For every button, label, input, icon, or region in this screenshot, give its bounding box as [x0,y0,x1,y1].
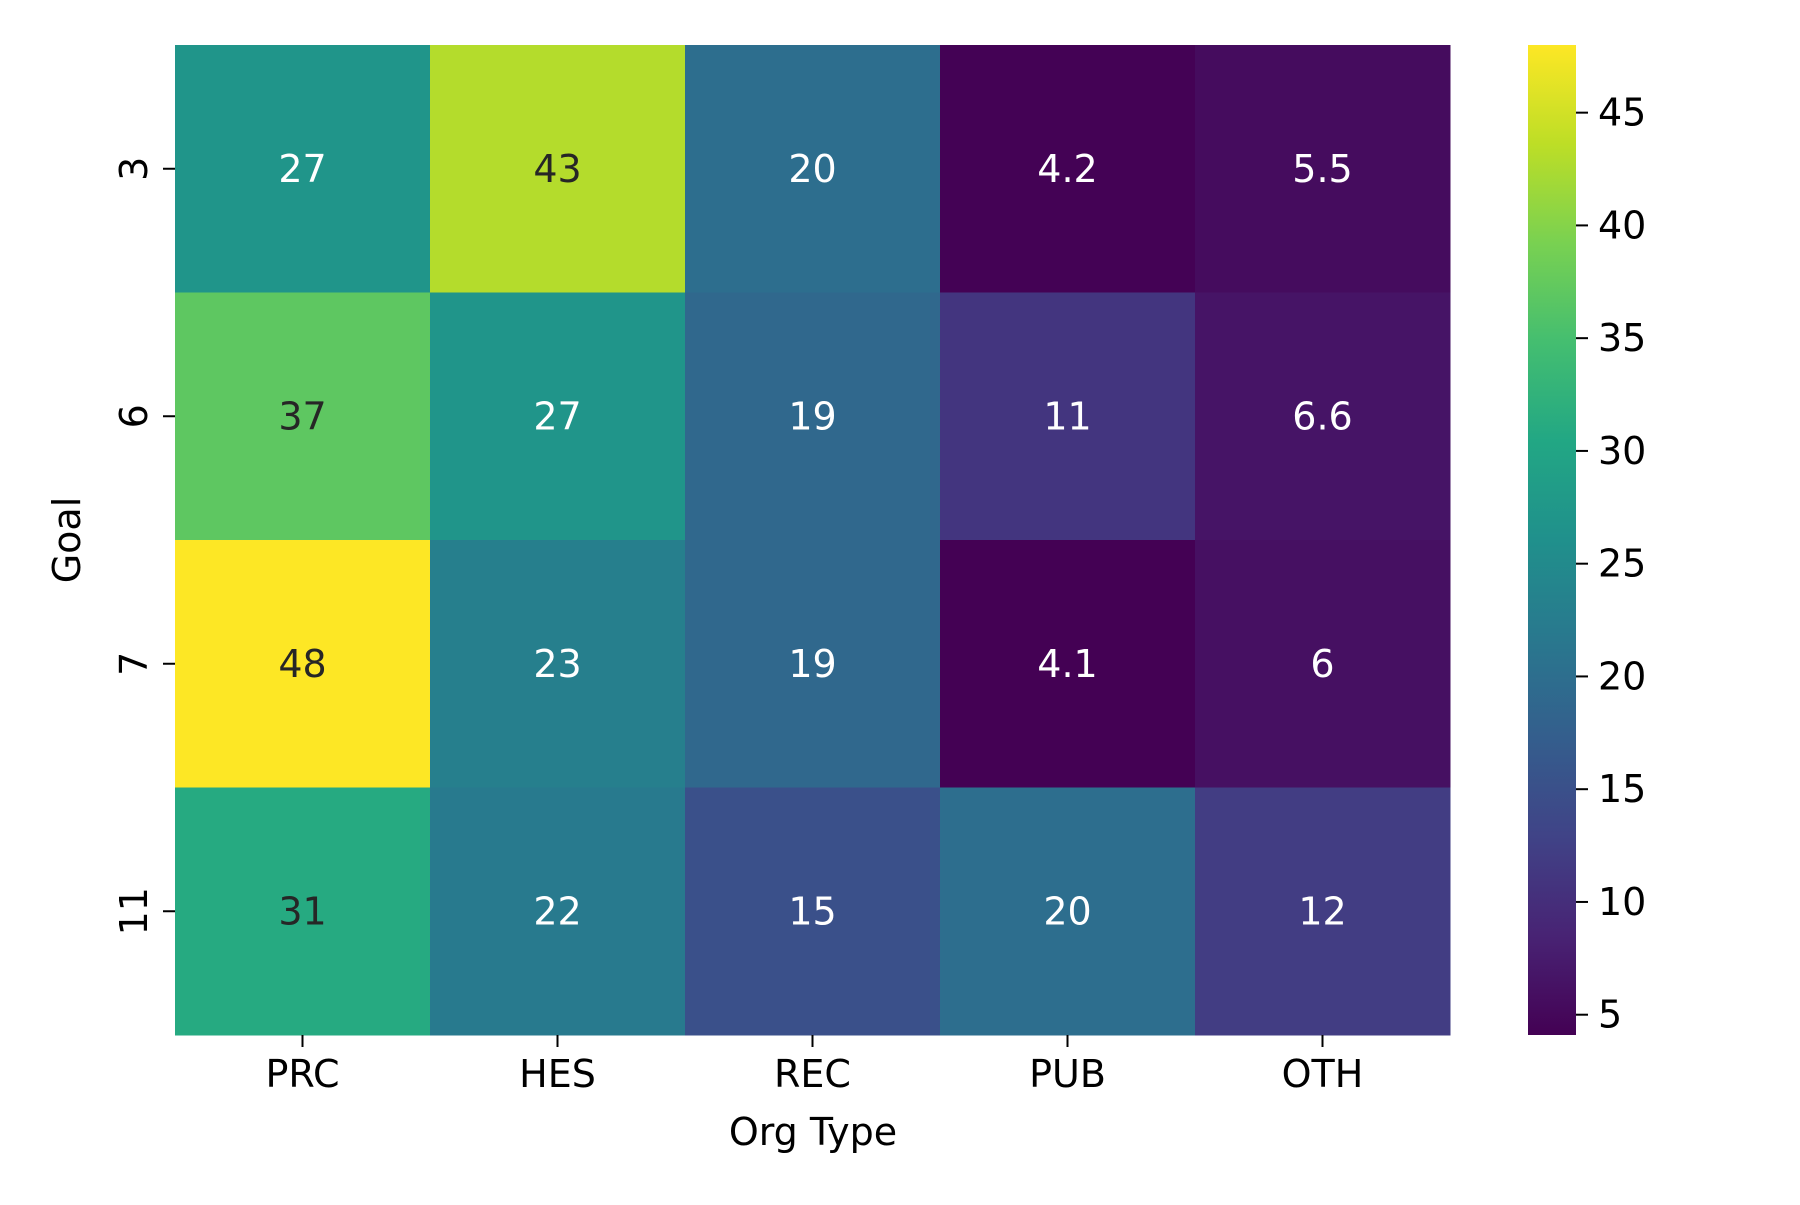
cell-value-label: 20 [1043,889,1091,933]
cell-value-label: 43 [533,147,581,191]
heatmap-cell [685,292,941,541]
cell-value-label: 6 [1310,642,1334,686]
colorbar-tick-label: 35 [1598,316,1646,360]
x-tick-label: PRC [266,1052,340,1096]
cell-value-label: 20 [788,147,836,191]
heatmap-cell [430,540,686,788]
y-tick-label: 7 [112,652,156,676]
colorbar-tick-label: 45 [1598,91,1646,135]
cell-value-label: 4.1 [1037,642,1097,686]
heatmap-cell [940,540,1196,788]
heatmap-cell [940,45,1196,293]
colorbar-tick-label: 5 [1598,993,1622,1037]
cell-value-label: 19 [788,394,836,438]
heatmap-cell [940,292,1196,541]
cell-value-label: 19 [788,642,836,686]
x-axis-label: Org Type [729,1110,897,1154]
heatmap-cell [430,45,686,293]
heatmap-cell [1195,540,1451,788]
colorbar-tick-label: 30 [1598,429,1646,473]
cell-value-label: 5.5 [1292,147,1352,191]
heatmap-cell [175,540,431,788]
colorbar-ticks: 5 10 15 20 25 30 35 40 45 [1576,91,1646,1037]
cell-value-label: 12 [1298,889,1346,933]
cell-value-label: 27 [533,394,581,438]
cell-value-label: 4.2 [1037,147,1097,191]
cell-value-label: 23 [533,642,581,686]
y-axis: 3 6 7 11 [112,157,175,935]
cell-value-label: 11 [1043,394,1091,438]
cell-value-label: 15 [788,889,836,933]
heatmap-cell [175,292,431,541]
heatmap-cell [685,787,941,1036]
cell-value-label: 6.6 [1292,394,1352,438]
cell-value-label: 27 [278,147,326,191]
cell-value-label: 37 [278,394,326,438]
x-tick-label: HES [519,1052,596,1096]
cell-value-label: 22 [533,889,581,933]
y-tick-label: 11 [112,887,156,935]
x-tick-label: PUB [1029,1052,1106,1096]
heatmap-cell [430,787,686,1036]
y-tick-label: 6 [112,404,156,428]
y-tick-label: 3 [112,157,156,181]
heatmap-cell [175,787,431,1036]
heatmap-cell [940,787,1196,1036]
colorbar-tick-label: 40 [1598,203,1646,247]
heatmap-cell [685,45,941,293]
x-tick-label: OTH [1282,1052,1364,1096]
x-axis: PRC HES REC PUB OTH [266,1035,1364,1096]
cell-value-label: 48 [278,642,326,686]
colorbar-tick-label: 10 [1598,880,1646,924]
heatmap-cell [175,45,431,293]
colorbar-tick-label: 15 [1598,767,1646,811]
colorbar-tick-label: 20 [1598,654,1646,698]
heatmap-cell [685,540,941,788]
cell-annotations: 27 43 20 4.2 5.5 37 27 19 11 6.6 48 23 19 4.1 6 31 22 15 2… [278,147,1352,934]
heatmap-cells [175,45,1451,1036]
heatmap-cell [1195,787,1451,1036]
cell-value-label: 31 [278,889,326,933]
heatmap-cell [1195,45,1451,293]
colorbar [1528,45,1576,1035]
y-axis-label: Goal [45,497,89,584]
x-tick-label: REC [774,1052,851,1096]
colorbar-tick-label: 25 [1598,542,1646,586]
heatmap-cell [1195,292,1451,541]
heatmap-cell [430,292,686,541]
